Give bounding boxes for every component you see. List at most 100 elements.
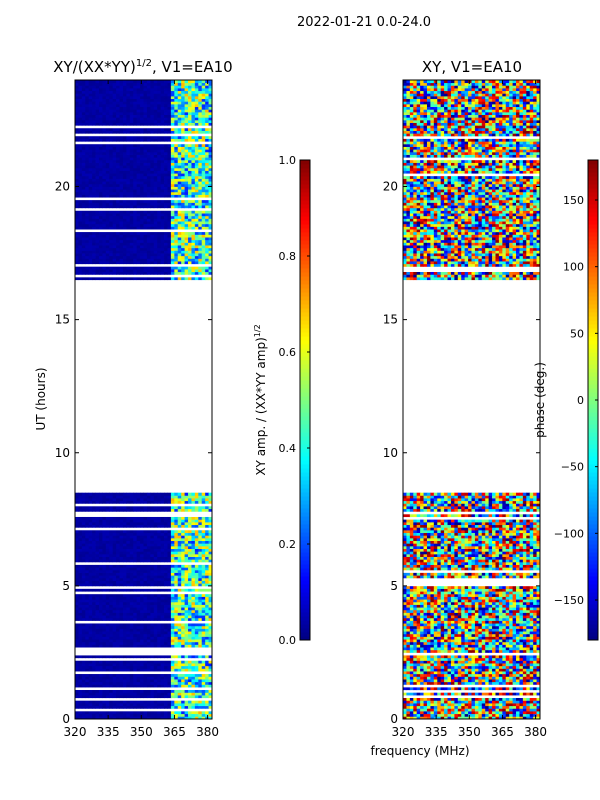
heatmap-cell [194,575,199,579]
heatmap-cell [126,596,131,600]
heatmap-cell [95,266,100,270]
heatmap-cell [143,545,148,549]
heatmap-cell [95,681,100,685]
heatmap-cell [102,673,107,677]
heatmap-cell [126,537,131,542]
heatmap-cell [129,226,134,230]
heatmap-cell [75,221,79,225]
heatmap-cell [157,623,162,627]
heatmap-cell [177,673,182,677]
heatmap-cell [188,170,192,174]
heatmap-cell [194,713,199,717]
heatmap-cell [85,492,90,496]
heatmap-cell [188,625,192,629]
heatmap-cell [92,143,96,147]
heatmap-cell [95,508,100,512]
heatmap-cell [198,194,203,198]
heatmap-cell [105,271,110,275]
heatmap-cell [157,277,162,281]
heatmap-cell [184,625,189,629]
heatmap-cell [184,545,189,549]
heatmap-cell [116,210,120,214]
heatmap-cell [140,258,144,262]
heatmap-cell [75,711,79,715]
heatmap-cell [177,199,182,203]
heatmap-cell [208,529,213,534]
heatmap-cell [157,127,162,131]
heatmap-cell [160,588,165,592]
heatmap-cell [133,213,138,217]
heatmap-cell [136,215,141,219]
heatmap-cell [98,588,103,592]
heatmap-cell [88,617,93,621]
heatmap-cell [174,258,179,262]
heatmap-cell [146,612,151,616]
heatmap-cell [164,205,168,209]
heatmap-cell [160,516,165,520]
heatmap-cell [174,250,179,254]
heatmap-cell [208,167,213,171]
heatmap-cell [126,516,131,520]
heatmap-cell [126,143,131,147]
heatmap-cell [153,639,158,643]
heatmap-cell [140,705,144,709]
heatmap-cell [102,543,107,547]
heatmap-cell [116,191,120,195]
heatmap-cell [181,506,185,510]
heatmap-cell [98,170,103,174]
heatmap-cell [188,711,192,715]
heatmap-cell [109,277,114,281]
heatmap-cell [181,521,185,526]
heatmap-cell [136,234,141,238]
heatmap-cell [122,258,127,262]
heatmap-cell [181,178,185,182]
heatmap-cell [194,596,199,600]
heatmap-cell [188,596,192,600]
heatmap-cell [205,210,209,214]
heatmap-cell [85,663,90,667]
heatmap-cell [116,577,120,581]
heatmap-cell [116,245,120,249]
heatmap-cell [205,588,209,592]
heatmap-cell [150,636,155,640]
heatmap-cell [95,617,100,621]
heatmap-cell [119,556,124,560]
heatmap-cell [140,665,144,669]
heatmap-cell [136,495,141,499]
heatmap-cell [105,567,110,571]
heatmap-cell [146,593,151,597]
heatmap-cell [95,601,100,605]
heatmap-cell [75,191,79,195]
heatmap-cell [167,628,172,632]
heatmap-cell [184,205,189,209]
heatmap-cell [184,639,189,643]
heatmap-cell [146,159,151,163]
heatmap-cell [177,239,182,243]
heatmap-cell [194,149,199,153]
heatmap-cell [105,226,110,230]
heatmap-cell [170,247,175,251]
heatmap-cell [136,186,141,190]
heatmap-cell [208,599,213,603]
heatmap-cell [112,655,117,659]
heatmap-cell [88,157,93,161]
heatmap-cell [191,162,196,166]
heatmap-cell [112,577,117,581]
heatmap-cell [146,223,151,227]
heatmap-cell [153,575,158,579]
heatmap-cell [92,556,96,560]
heatmap-cell [85,250,90,254]
heatmap-cell [116,250,120,254]
heatmap-cell [81,205,86,209]
heatmap-cell [150,529,155,534]
heatmap-cell [133,498,138,502]
heatmap-cell [205,250,209,254]
heatmap-cell [191,711,196,715]
heatmap-cell [75,167,79,171]
heatmap-cell [119,127,124,131]
heatmap-cell [208,713,213,717]
heatmap-cell [198,588,203,592]
heatmap-cell [133,194,138,198]
heatmap-cell [157,615,162,619]
heatmap-cell [188,191,192,195]
